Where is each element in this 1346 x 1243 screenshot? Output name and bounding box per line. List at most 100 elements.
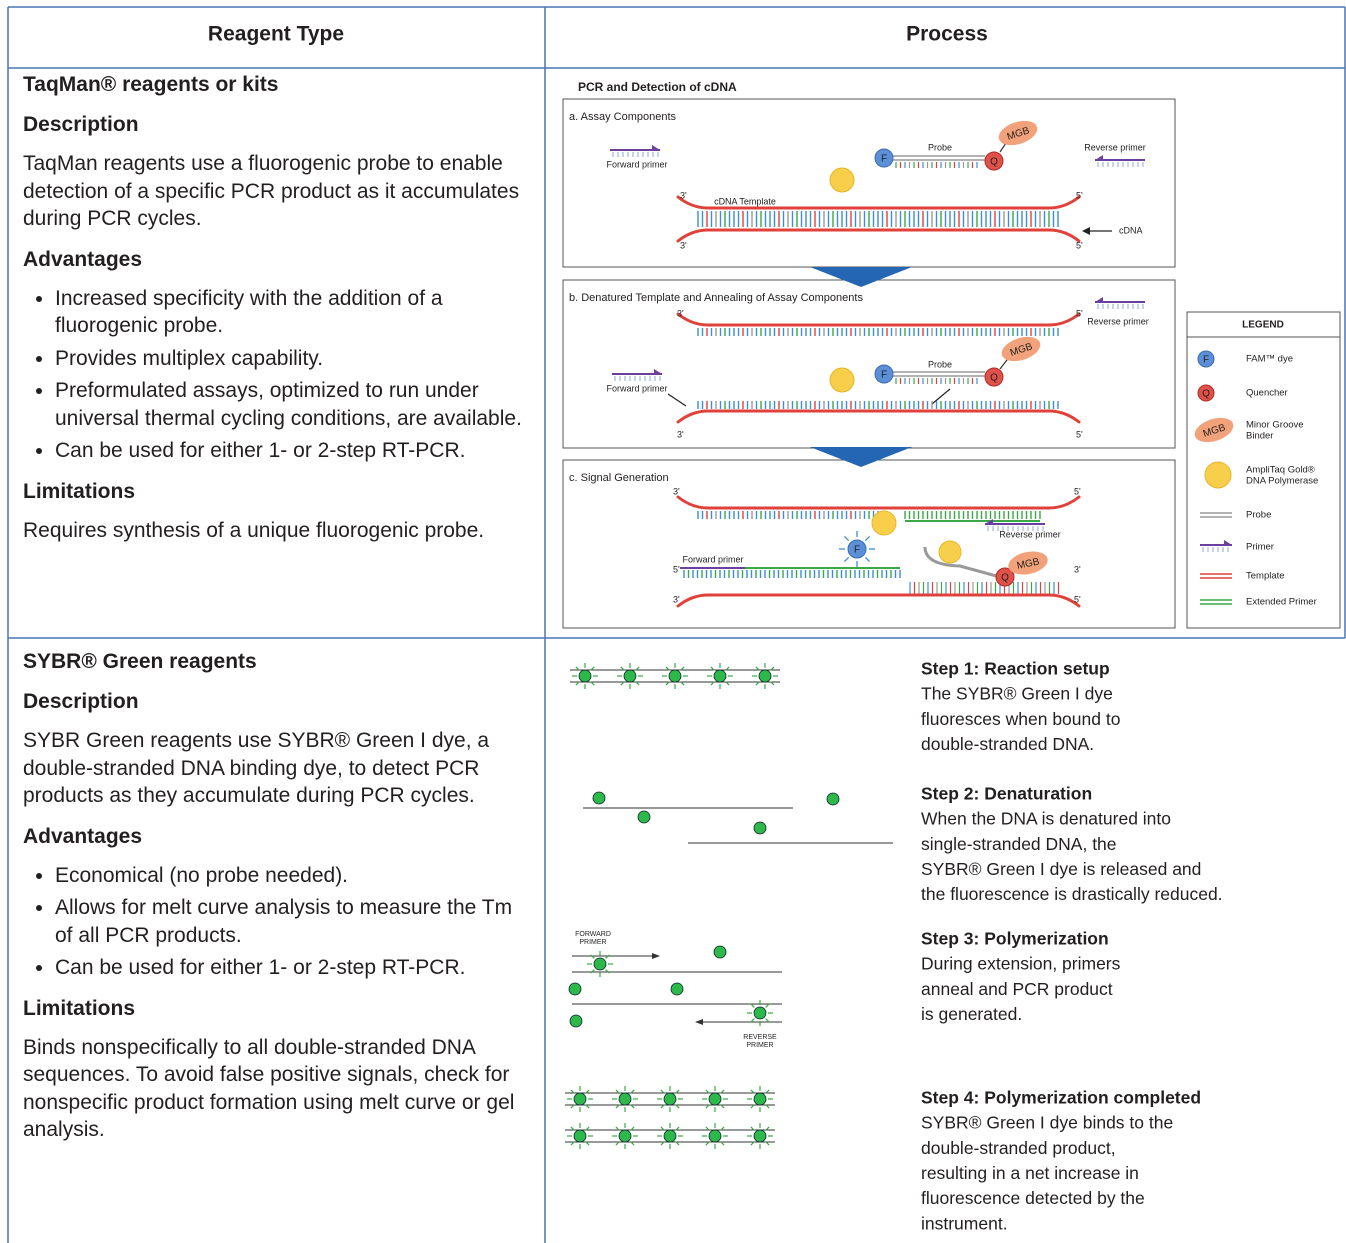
polymerase (829, 367, 855, 393)
glow-ray (590, 681, 595, 686)
advantage-item: Preformulated assays, optimized to run u… (55, 377, 528, 432)
label: Quencher (1246, 388, 1288, 399)
section-heading: Limitations (23, 479, 136, 503)
primer-head (654, 369, 662, 374)
mgb (1008, 551, 1048, 575)
primer-head (695, 1019, 703, 1025)
dye (753, 1129, 767, 1143)
glow-ray (750, 1141, 755, 1146)
label: 3' (673, 486, 680, 496)
glow-ray (770, 666, 775, 671)
description: SYBR Green reagents use SYBR® Green I dy… (23, 729, 490, 807)
glow-ray (843, 556, 850, 563)
label: Reverse primer (1087, 316, 1149, 326)
dye (637, 810, 651, 824)
label: REVERSE (743, 1034, 777, 1041)
label: Reverse primer (999, 529, 1061, 539)
glow-ray (575, 681, 580, 686)
label: SYBR® Green I dye binds to the (921, 1113, 1173, 1133)
dye (569, 1014, 583, 1028)
glow-ray (765, 1018, 770, 1023)
dye (623, 669, 637, 683)
glow-ray (575, 666, 580, 671)
glow-ray (720, 1104, 725, 1109)
glow-ray (755, 666, 760, 671)
label: F (881, 370, 887, 381)
label: Extended Primer (1246, 597, 1317, 608)
glow-ray (680, 666, 685, 671)
dye (593, 957, 607, 971)
label: PRIMER (579, 939, 606, 946)
row-title: TaqMan® reagents or kits (23, 73, 279, 96)
label: 5' (1076, 429, 1083, 439)
strand (676, 228, 1081, 243)
label: Q (990, 157, 998, 168)
taqman-cell: TaqMan® reagents or kits Description Taq… (23, 71, 528, 544)
advantage-item: Allows for melt curve analysis to measur… (55, 894, 528, 949)
glow-ray (635, 681, 640, 686)
badge (984, 151, 1004, 171)
label: cDNA Template (714, 196, 776, 206)
probe-fragment (923, 546, 1001, 579)
label: FORWARD (575, 931, 611, 938)
limitations: Binds nonspecifically to all double-stra… (23, 1035, 515, 1142)
dye (618, 1092, 632, 1106)
primer-head (985, 519, 993, 524)
primer-head (1095, 155, 1103, 160)
badge (995, 567, 1015, 587)
label: PCR and Detection of cDNA (578, 80, 737, 94)
label: resulting in a net increase in (921, 1163, 1139, 1183)
label: c. Signal Generation (569, 472, 669, 484)
glow-ray (750, 1089, 755, 1094)
label: Probe (1246, 510, 1271, 521)
glow-ray (590, 666, 595, 671)
pointer-head (1082, 227, 1090, 235)
mgb (1001, 336, 1041, 362)
label: fluorescence detected by the (921, 1188, 1145, 1208)
glow-ray (755, 681, 760, 686)
label: AmpliTaq Gold® (1246, 465, 1315, 476)
glow-ray (585, 1141, 590, 1146)
label: fluoresces when bound to (921, 709, 1120, 729)
column-header: Process (906, 23, 988, 46)
dye (668, 669, 682, 683)
label: SYBR® Green I dye is released and (921, 859, 1201, 879)
advantage-item: Can be used for either 1- or 2-step RT-P… (55, 954, 528, 982)
step-arrow (810, 267, 912, 287)
row-title: SYBR® Green reagents (23, 650, 257, 673)
glow-ray (570, 1104, 575, 1109)
label: Step 3: Polymerization (921, 929, 1109, 949)
label: single-stranded DNA, the (921, 834, 1117, 854)
glow-ray (615, 1089, 620, 1094)
label: 5' (1074, 486, 1081, 496)
label: F (1203, 355, 1209, 366)
glow-ray (660, 1141, 665, 1146)
dye (663, 1092, 677, 1106)
label: Forward primer (606, 159, 667, 169)
glow-ray (675, 1104, 680, 1109)
dye (713, 669, 727, 683)
limitations: Requires synthesis of a unique fluorogen… (23, 518, 485, 542)
glow-ray (675, 1141, 680, 1146)
glow-ray (635, 666, 640, 671)
label: cDNA (1119, 225, 1143, 235)
strand (676, 409, 1081, 424)
strand (676, 312, 1081, 327)
glow-ray (660, 1089, 665, 1094)
label: FAM™ dye (1246, 354, 1293, 365)
glow-ray (750, 1104, 755, 1109)
label: 5' (673, 564, 680, 574)
label: Q (1001, 573, 1009, 584)
section-heading: Limitations (23, 996, 136, 1020)
glow-ray (675, 1089, 680, 1094)
advantages-list: Economical (no probe needed). Allows for … (23, 862, 528, 982)
label: Primer (1246, 542, 1274, 553)
mgb (998, 120, 1038, 146)
label: Forward primer (606, 383, 667, 393)
label: double-stranded product, (921, 1138, 1116, 1158)
glow-ray (605, 969, 610, 974)
strand (676, 495, 1081, 510)
advantage-item: Provides multiplex capability. (55, 345, 528, 373)
glow-ray (585, 1126, 590, 1131)
glow-ray (585, 1089, 590, 1094)
